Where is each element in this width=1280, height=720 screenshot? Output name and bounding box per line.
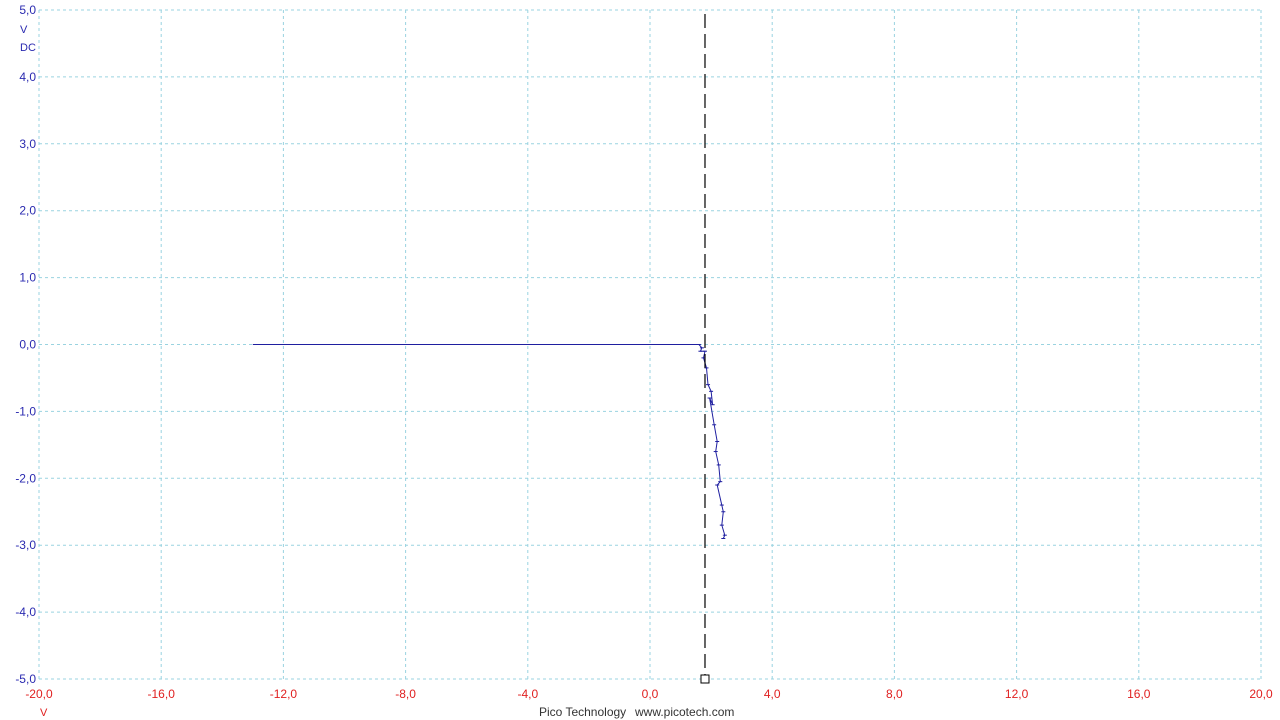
footer-brand: Pico Technology — [539, 705, 626, 719]
x-tick-label: -20,0 — [25, 687, 53, 701]
x-tick-label: 0,0 — [642, 687, 659, 701]
series-line — [252, 344, 726, 539]
x-tick-label: 8,0 — [886, 687, 903, 701]
y-tick-label: -1,0 — [15, 404, 36, 418]
x-unit-label: V — [40, 707, 48, 719]
x-tick-labels: -20,0 -16,0 -12,0 -8,0 -4,0 0,0 4,0 8,0 12,0 16,0… — [25, 687, 1273, 701]
y-tick-labels: 5,0 4,0 3,0 2,0 1,0 0,0 -1,0 -2,0 -3,0 -4,0 -5,0 — [15, 3, 36, 686]
y-tick-label: -5,0 — [15, 672, 36, 686]
y-tick-label: -2,0 — [15, 471, 36, 485]
y-unit-label: V — [20, 24, 28, 36]
x-tick-label: 12,0 — [1005, 687, 1029, 701]
y-tick-label: 1,0 — [19, 271, 36, 285]
y-tick-label: 5,0 — [19, 3, 36, 17]
y-tick-label: 2,0 — [19, 204, 36, 218]
footer-website[interactable]: www.picotech.com — [634, 705, 734, 719]
x-tick-label: -12,0 — [270, 687, 298, 701]
x-tick-label: -16,0 — [148, 687, 176, 701]
x-tick-label: 20,0 — [1249, 687, 1273, 701]
series-group — [252, 344, 727, 540]
y-coupling-label: DC — [20, 42, 36, 54]
cursor-handle[interactable] — [700, 674, 710, 684]
x-tick-label: -4,0 — [517, 687, 538, 701]
y-tick-label: -4,0 — [15, 605, 36, 619]
y-tick-label: 0,0 — [19, 338, 36, 352]
y-tick-label: -3,0 — [15, 538, 36, 552]
x-tick-label: 4,0 — [764, 687, 781, 701]
x-tick-label: 16,0 — [1127, 687, 1151, 701]
y-tick-label: 3,0 — [19, 137, 36, 151]
y-tick-label: 4,0 — [19, 70, 36, 84]
x-tick-label: -8,0 — [395, 687, 416, 701]
cursor-group[interactable] — [700, 14, 710, 684]
